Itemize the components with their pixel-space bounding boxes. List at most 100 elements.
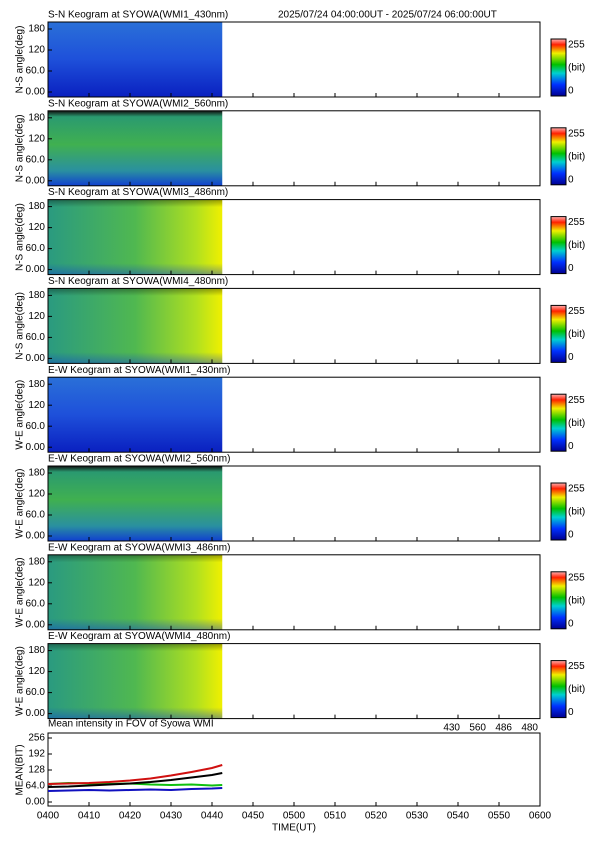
colorbar bbox=[550, 216, 567, 275]
x-tick-label: 0510 bbox=[324, 811, 347, 822]
y-axis-label: N-S angle(deg) bbox=[15, 203, 26, 271]
colorbar bbox=[550, 571, 567, 630]
y-tick-label: 0.00 bbox=[26, 531, 46, 542]
y-tick-label: 180 bbox=[28, 290, 45, 301]
x-tick-label: 0410 bbox=[78, 811, 101, 822]
series-line bbox=[47, 772, 223, 788]
colorbar-unit: (bit) bbox=[568, 329, 585, 340]
y-tick-label: 64.0 bbox=[26, 781, 46, 792]
x-axis-label: TIME(UT) bbox=[272, 823, 316, 834]
y-tick-label: 180 bbox=[28, 379, 45, 390]
plot-frame bbox=[47, 732, 541, 807]
colorbar-max: 255 bbox=[568, 40, 585, 51]
y-tick-label: 0.00 bbox=[26, 708, 46, 719]
y-tick-label: 60.0 bbox=[26, 421, 46, 432]
y-tick-label: 60.0 bbox=[26, 687, 46, 698]
colorbar-max: 255 bbox=[568, 217, 585, 228]
chart-title: Mean intensity in FOV of Syowa WMI bbox=[48, 719, 214, 730]
colorbar bbox=[550, 304, 567, 363]
y-tick-label: 0.00 bbox=[26, 87, 46, 98]
colorbar bbox=[550, 482, 567, 541]
colorbar-min: 0 bbox=[568, 618, 574, 629]
y-axis-label: W-E angle(deg) bbox=[15, 469, 26, 539]
colorbar-min: 0 bbox=[568, 174, 574, 185]
y-tick-label: 256 bbox=[28, 733, 45, 744]
keogram-image bbox=[48, 22, 223, 97]
y-axis-label: N-S angle(deg) bbox=[15, 26, 26, 94]
keogram-image bbox=[48, 377, 223, 453]
x-tick-label: 0400 bbox=[37, 811, 60, 822]
y-tick-label: 60.0 bbox=[26, 332, 46, 343]
colorbar-max: 255 bbox=[568, 395, 585, 406]
y-tick-label: 192 bbox=[28, 749, 45, 760]
y-tick-label: 60.0 bbox=[26, 598, 46, 609]
y-tick-label: 120 bbox=[28, 222, 45, 233]
y-tick-label: 60.0 bbox=[26, 154, 46, 165]
x-tick-label: 0540 bbox=[447, 811, 470, 822]
y-tick-label: 128 bbox=[28, 765, 45, 776]
y-tick-label: 180 bbox=[28, 201, 45, 212]
colorbar-unit: (bit) bbox=[568, 418, 585, 429]
y-tick-label: 180 bbox=[28, 24, 45, 35]
legend-entry: 486 bbox=[495, 723, 512, 734]
y-tick-label: 120 bbox=[28, 666, 45, 677]
panel-title: E-W Keogram at SYOWA(WMI4_480nm) bbox=[48, 631, 230, 642]
colorbar-unit: (bit) bbox=[568, 63, 585, 74]
colorbar-unit: (bit) bbox=[568, 151, 585, 162]
y-tick-label: 180 bbox=[28, 645, 45, 656]
y-tick-label: 180 bbox=[28, 112, 45, 123]
y-tick-label: 0.00 bbox=[26, 175, 46, 186]
y-tick-label: 0.00 bbox=[26, 619, 46, 630]
legend-entry: 430 bbox=[443, 723, 460, 734]
y-tick-label: 180 bbox=[28, 556, 45, 567]
time-range: 2025/07/24 04:00:00UT - 2025/07/24 06:00… bbox=[278, 10, 497, 21]
colorbar-max: 255 bbox=[568, 572, 585, 583]
y-axis-label: W-E angle(deg) bbox=[15, 646, 26, 716]
colorbar-min: 0 bbox=[568, 86, 574, 97]
keogram-image bbox=[48, 199, 223, 275]
y-tick-label: 120 bbox=[28, 45, 45, 56]
y-tick-label: 120 bbox=[28, 400, 45, 411]
colorbar bbox=[550, 127, 567, 186]
series-line bbox=[47, 764, 223, 785]
colorbar-min: 0 bbox=[568, 352, 574, 363]
y-tick-label: 120 bbox=[28, 311, 45, 322]
panel-title: E-W Keogram at SYOWA(WMI2_560nm) bbox=[48, 454, 230, 465]
colorbar-min: 0 bbox=[568, 263, 574, 274]
y-tick-label: 60.0 bbox=[26, 66, 46, 77]
keogram-image bbox=[48, 110, 223, 186]
colorbar-min: 0 bbox=[568, 441, 574, 452]
x-tick-label: 0500 bbox=[283, 811, 306, 822]
x-tick-label: 0550 bbox=[488, 811, 511, 822]
colorbar-unit: (bit) bbox=[568, 595, 585, 606]
x-tick-label: 0430 bbox=[160, 811, 183, 822]
y-tick-label: 60.0 bbox=[26, 510, 46, 521]
colorbar-unit: (bit) bbox=[568, 507, 585, 518]
colorbar-unit: (bit) bbox=[568, 684, 585, 695]
keogram-image bbox=[48, 554, 223, 630]
y-axis-label: N-S angle(deg) bbox=[15, 292, 26, 360]
keogram-image bbox=[48, 288, 223, 364]
x-tick-label: 0520 bbox=[365, 811, 388, 822]
y-tick-label: 0.00 bbox=[26, 264, 46, 275]
keogram-image bbox=[48, 466, 223, 541]
colorbar bbox=[550, 38, 567, 97]
y-axis-label: W-E angle(deg) bbox=[15, 557, 26, 627]
y-tick-label: 120 bbox=[28, 577, 45, 588]
y-axis-label: MEAN(BIT) bbox=[15, 744, 26, 795]
x-tick-label: 0530 bbox=[406, 811, 429, 822]
y-axis-label: W-E angle(deg) bbox=[15, 380, 26, 450]
legend-entry: 560 bbox=[469, 723, 486, 734]
colorbar-max: 255 bbox=[568, 128, 585, 139]
colorbar-min: 0 bbox=[568, 530, 574, 541]
keogram-image bbox=[48, 643, 223, 719]
colorbar-max: 255 bbox=[568, 661, 585, 672]
panel-title: S-N Keogram at SYOWA(WMI4_480nm) bbox=[48, 276, 228, 287]
colorbar-max: 255 bbox=[568, 306, 585, 317]
y-tick-label: 0.00 bbox=[26, 353, 46, 364]
y-tick-label: 120 bbox=[28, 489, 45, 500]
panel-title: E-W Keogram at SYOWA(WMI1_430nm) bbox=[48, 365, 230, 376]
panel-title: S-N Keogram at SYOWA(WMI3_486nm) bbox=[48, 187, 228, 198]
y-tick-label: 60.0 bbox=[26, 243, 46, 254]
